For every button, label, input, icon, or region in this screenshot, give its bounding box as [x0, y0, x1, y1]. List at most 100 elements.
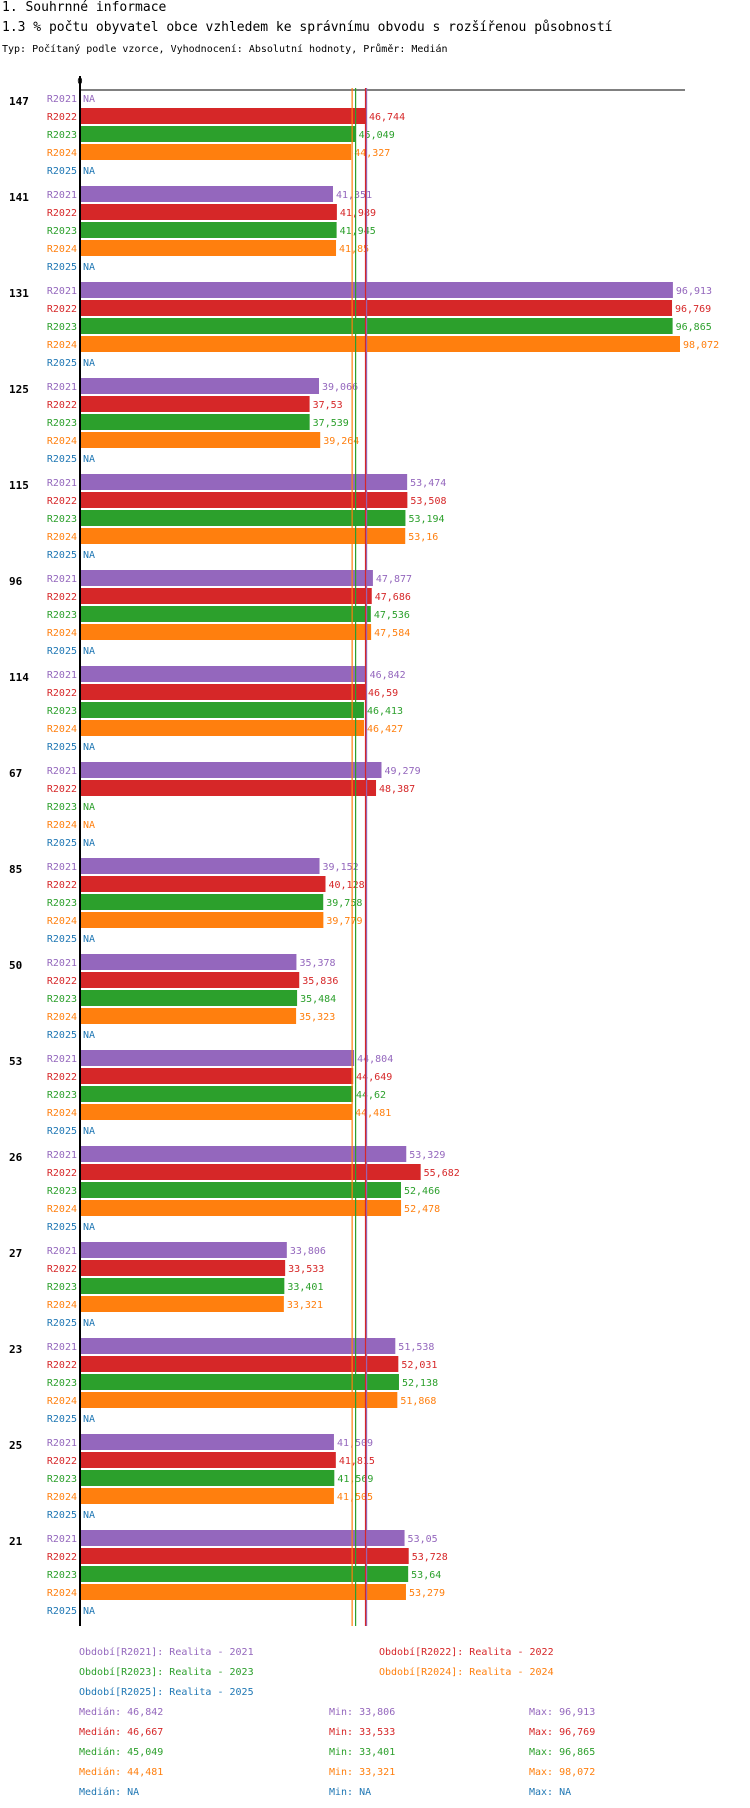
series-label: R2021 — [47, 766, 77, 777]
series-label: R2024 — [47, 628, 77, 639]
bar — [80, 222, 337, 238]
bar — [80, 588, 372, 604]
series-label: R2024 — [47, 148, 77, 159]
series-label: R2022 — [47, 592, 77, 603]
series-label: R2021 — [47, 1342, 77, 1353]
legend-min: Min: 33,806 — [329, 1707, 396, 1718]
series-label: R2023 — [47, 418, 77, 429]
bar — [80, 666, 367, 682]
legend-median: Medián: 45,049 — [79, 1747, 164, 1758]
category-label: 26 — [9, 1151, 23, 1164]
bar — [80, 624, 372, 640]
data-label: 35,323 — [299, 1012, 335, 1023]
data-label: 35,484 — [300, 994, 336, 1005]
data-label: 37,539 — [313, 418, 349, 429]
series-label: R2022 — [47, 688, 77, 699]
category-label: 114 — [9, 671, 29, 684]
series-label: R2021 — [47, 1534, 77, 1545]
bar — [80, 396, 310, 412]
series-label: R2022 — [47, 304, 77, 315]
series-label: R2025 — [47, 1510, 77, 1521]
series-label: R2022 — [47, 1264, 77, 1275]
data-label: 44,327 — [354, 148, 390, 159]
series-label: R2023 — [47, 610, 77, 621]
series-label: R2024 — [47, 1300, 77, 1311]
category-label: 25 — [9, 1439, 22, 1452]
bar — [80, 1086, 353, 1102]
data-label: 44,481 — [355, 1108, 391, 1119]
series-label: R2022 — [47, 1360, 77, 1371]
chart-subtitle: Typ: Počítaný podle vzorce, Vyhodnocení:… — [2, 44, 448, 55]
legend-max: Max: 98,072 — [529, 1767, 596, 1778]
bar — [80, 1104, 353, 1120]
data-label: 39,779 — [326, 916, 362, 927]
series-label: R2025 — [47, 934, 77, 945]
data-label: 44,804 — [357, 1054, 393, 1065]
bar — [80, 1452, 336, 1468]
data-label-na: NA — [83, 1126, 95, 1137]
bar — [80, 894, 324, 910]
data-label-na: NA — [83, 1222, 95, 1233]
series-label: R2022 — [47, 976, 77, 987]
series-label: R2025 — [47, 742, 77, 753]
series-label: R2025 — [47, 1030, 77, 1041]
data-label: 48,387 — [379, 784, 415, 795]
series-label: R2023 — [47, 1090, 77, 1101]
category-label: 67 — [9, 767, 22, 780]
bar — [80, 1008, 297, 1024]
data-label: 46,744 — [369, 112, 405, 123]
legend-max: Max: 96,865 — [529, 1747, 596, 1758]
data-label: 35,378 — [299, 958, 335, 969]
data-label: 41,945 — [340, 226, 376, 237]
series-label: R2024 — [47, 1588, 77, 1599]
data-label: 51,868 — [400, 1396, 436, 1407]
data-label: 47,536 — [374, 610, 410, 621]
series-label: R2024 — [47, 724, 77, 735]
bar — [80, 1242, 287, 1258]
bar — [80, 912, 324, 928]
data-label-na: NA — [83, 646, 95, 657]
bar — [80, 876, 326, 892]
bar — [80, 1530, 405, 1546]
series-label: R2025 — [47, 646, 77, 657]
category-label: 85 — [9, 863, 22, 876]
legend-period-item: Období[R2021]: Realita - 2021 — [79, 1647, 254, 1658]
bar — [80, 510, 406, 526]
legend-max: Max: 96,913 — [529, 1707, 596, 1718]
data-label: 45,049 — [359, 130, 395, 141]
series-label: R2022 — [47, 496, 77, 507]
bar — [80, 318, 673, 334]
bar — [80, 1278, 285, 1294]
series-label: R2022 — [47, 208, 77, 219]
data-label: 47,686 — [375, 592, 411, 603]
data-label: 98,072 — [683, 340, 719, 351]
data-label: 53,05 — [408, 1534, 438, 1545]
data-label: 53,728 — [412, 1552, 448, 1563]
bar — [80, 858, 320, 874]
series-label: R2021 — [47, 574, 77, 585]
series-label: R2025 — [47, 1222, 77, 1233]
bar — [80, 414, 310, 430]
series-label: R2023 — [47, 1474, 77, 1485]
data-label: 37,53 — [313, 400, 343, 411]
series-label: R2024 — [47, 340, 77, 351]
series-label: R2023 — [47, 226, 77, 237]
bar — [80, 474, 408, 490]
series-label: R2023 — [47, 706, 77, 717]
data-label: 46,59 — [368, 688, 398, 699]
series-label: R2024 — [47, 1012, 77, 1023]
series-label: R2022 — [47, 400, 77, 411]
series-label: R2024 — [47, 820, 77, 831]
data-label: 33,806 — [290, 1246, 326, 1257]
bar — [80, 528, 406, 544]
data-label: 53,279 — [409, 1588, 445, 1599]
bar — [80, 108, 366, 124]
series-label: R2024 — [47, 1492, 77, 1503]
legend-median: Medián: 46,842 — [79, 1707, 164, 1718]
series-label: R2022 — [47, 1168, 77, 1179]
bar — [80, 282, 673, 298]
series-label: R2025 — [47, 1606, 77, 1617]
bar — [80, 684, 366, 700]
legend-min: Min: 33,321 — [329, 1767, 396, 1778]
series-label: R2025 — [47, 1126, 77, 1137]
